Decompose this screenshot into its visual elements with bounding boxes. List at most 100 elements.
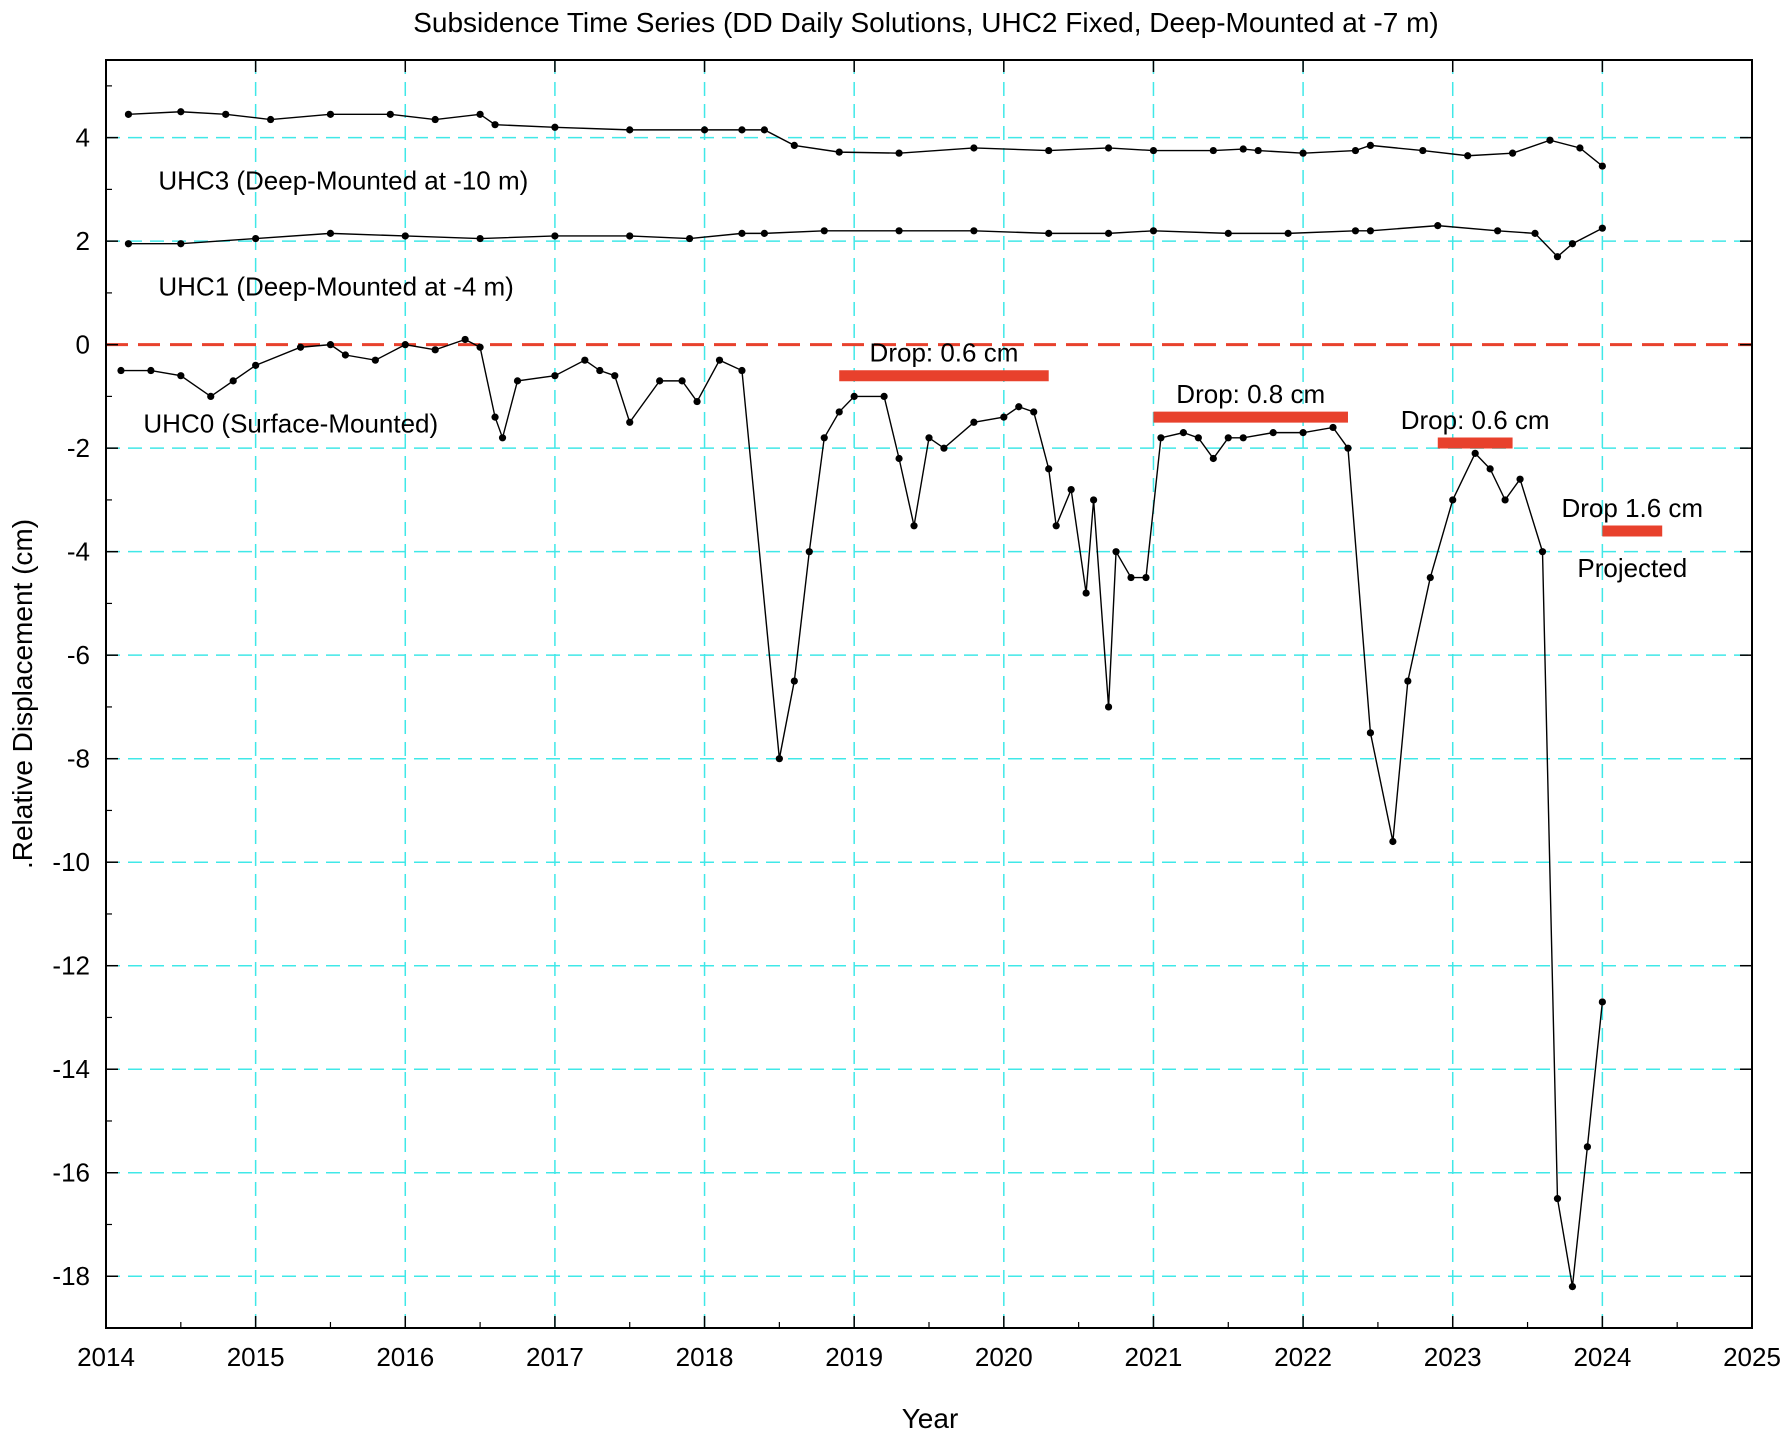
data-point (431, 115, 439, 124)
data-point (970, 227, 978, 235)
data-point (1299, 149, 1307, 157)
data-point (775, 755, 783, 763)
x-tick-label: 2014 (77, 1342, 135, 1372)
data-point (1284, 229, 1292, 237)
data-point (1209, 454, 1217, 463)
y-tick-label: 2 (76, 226, 90, 256)
data-point (551, 372, 559, 380)
data-point (386, 110, 394, 118)
y-tick-label: 4 (76, 123, 90, 153)
data-point (1127, 573, 1135, 582)
data-point (252, 234, 260, 243)
data-point (1434, 222, 1442, 230)
data-point (1538, 548, 1547, 556)
data-point (1224, 229, 1232, 237)
data-point (147, 366, 155, 375)
data-point (177, 108, 185, 116)
data-point (1471, 449, 1479, 457)
data-point (461, 335, 469, 344)
data-point (1553, 1195, 1562, 1203)
data-point (177, 372, 185, 380)
data-point (1052, 522, 1060, 530)
data-point (513, 377, 522, 385)
data-point (760, 126, 769, 134)
data-point (1015, 403, 1023, 411)
data-point (326, 229, 335, 237)
data-point (760, 229, 769, 237)
data-point (476, 234, 484, 243)
x-tick-label: 2023 (1424, 1342, 1482, 1372)
data-point (1045, 229, 1053, 237)
data-point (1464, 152, 1472, 160)
data-point (910, 522, 918, 530)
series-line (128, 111, 1603, 167)
data-point (551, 232, 559, 240)
data-point (693, 397, 701, 406)
data-point (177, 240, 185, 248)
data-point (1149, 146, 1158, 155)
x-tick-label: 2022 (1274, 1342, 1332, 1372)
data-point (820, 227, 828, 235)
data-point (1449, 496, 1457, 504)
data-point (1179, 429, 1187, 437)
y-tick-label: -4 (67, 537, 90, 567)
y-tick-label: 0 (76, 330, 90, 360)
data-point (1104, 144, 1113, 152)
data-point (738, 126, 746, 134)
data-point (341, 351, 350, 359)
drop-label: Drop: 0.6 cm (1401, 405, 1550, 435)
data-point (678, 377, 686, 385)
drop-label: Drop 1.6 cm (1561, 493, 1703, 523)
data-point (1516, 475, 1524, 483)
data-point (611, 372, 619, 380)
data-point (1598, 998, 1606, 1006)
data-point (1045, 146, 1053, 155)
annotations: UHC3 (Deep-Mounted at -10 m) UHC1 (Deep-M… (143, 165, 1703, 583)
data-point (326, 341, 335, 349)
data-point (596, 366, 604, 375)
y-tick-label: -12 (52, 951, 90, 981)
data-point (700, 126, 709, 134)
data-point (124, 110, 133, 118)
data-point (685, 234, 694, 243)
series-label: UHC0 (Surface-Mounted) (143, 409, 438, 439)
data-point (835, 408, 843, 416)
data-point (1112, 548, 1120, 556)
data-point (1239, 434, 1247, 442)
data-point (476, 343, 484, 351)
data-point (1366, 227, 1375, 235)
x-tick-label: 2024 (1573, 1342, 1631, 1372)
data-point (1090, 496, 1098, 504)
y-axis-label: .Relative Displacement (cm) (7, 519, 38, 869)
data-point (1299, 429, 1307, 437)
data-point (1224, 434, 1232, 442)
data-point (1067, 485, 1075, 494)
series-2 (117, 335, 1606, 1291)
data-point (880, 392, 888, 401)
data-point (805, 548, 813, 556)
data-point (970, 144, 978, 152)
data-point (1494, 227, 1502, 235)
data-point (371, 356, 379, 364)
data-point (790, 141, 798, 149)
data-point (1576, 144, 1584, 152)
data-point (1531, 229, 1539, 237)
data-point (491, 121, 499, 129)
data-point (1546, 136, 1554, 144)
series-label: UHC3 (Deep-Mounted at -10 m) (158, 165, 528, 195)
data-point (1104, 229, 1113, 237)
data-point (431, 346, 439, 354)
data-point (895, 227, 903, 235)
data-point (626, 418, 634, 426)
data-point (738, 229, 746, 237)
x-tick-label: 2016 (376, 1342, 434, 1372)
data-point (626, 232, 634, 240)
data-point (1209, 146, 1217, 155)
data-point (925, 434, 933, 442)
series-line (120, 338, 1604, 1287)
x-tick-label: 2017 (526, 1342, 584, 1372)
data-point (1568, 1282, 1577, 1291)
data-point (1030, 408, 1038, 416)
data-point (1366, 141, 1375, 149)
drop-label: Drop: 0.6 cm (870, 338, 1019, 368)
